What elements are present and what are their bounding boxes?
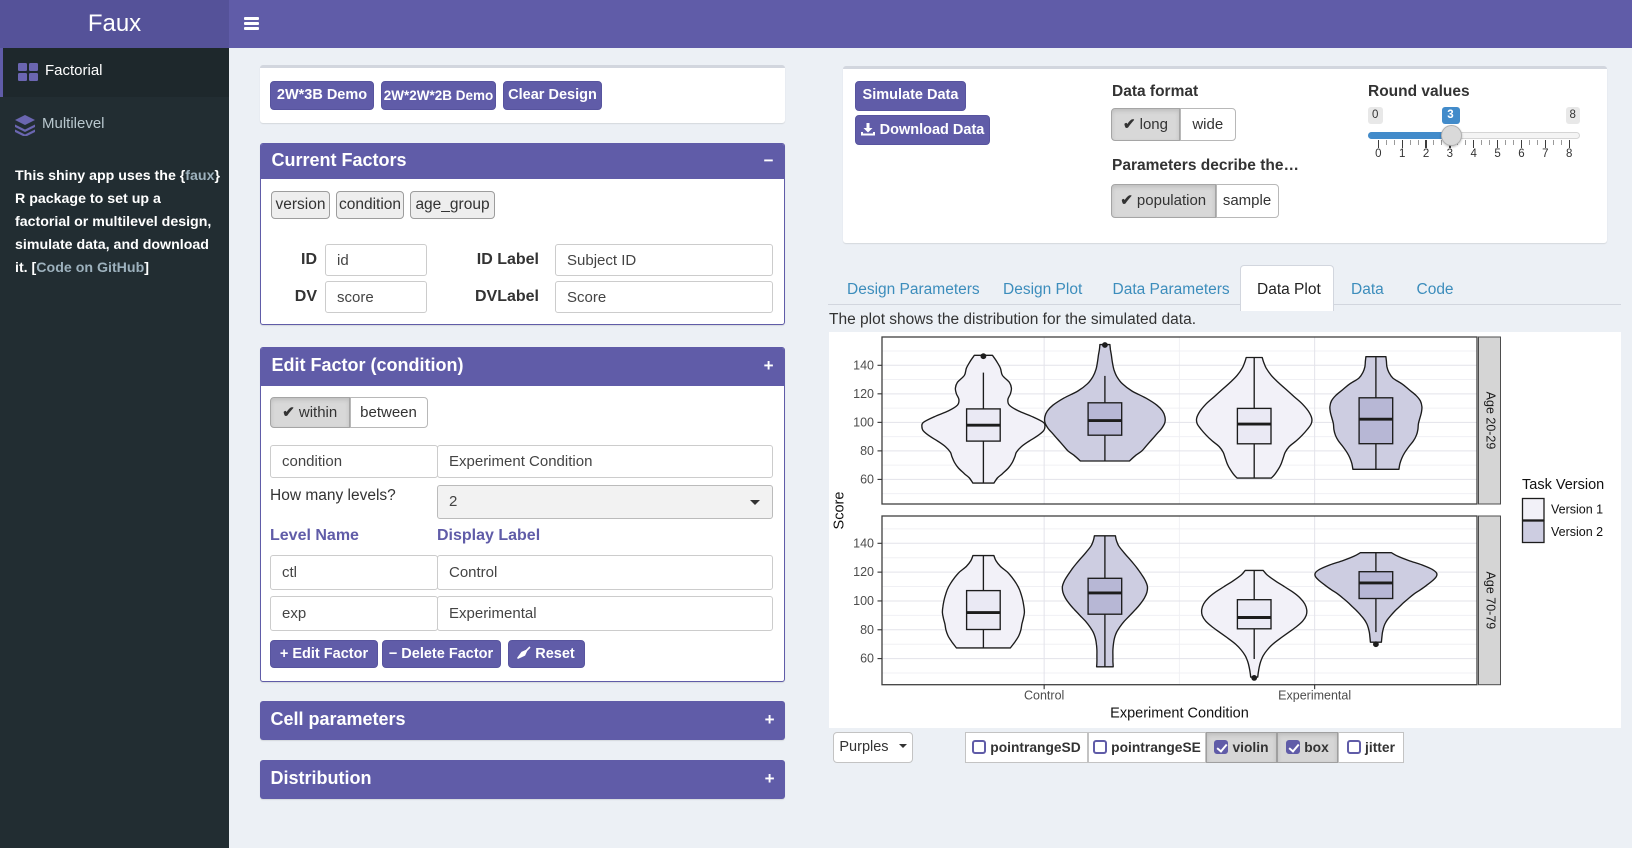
svg-text:Version 2: Version 2: [1551, 525, 1603, 539]
svg-text:100: 100: [853, 415, 874, 429]
svg-text:120: 120: [853, 387, 874, 401]
svg-text:80: 80: [860, 444, 874, 458]
svg-text:60: 60: [860, 652, 874, 666]
svg-text:140: 140: [853, 536, 874, 550]
svg-text:Age 20-29: Age 20-29: [1484, 392, 1498, 450]
svg-text:Age 70-79: Age 70-79: [1484, 572, 1498, 630]
svg-text:120: 120: [853, 565, 874, 579]
svg-text:Task Version: Task Version: [1522, 477, 1604, 493]
svg-text:80: 80: [860, 623, 874, 637]
svg-text:60: 60: [860, 472, 874, 486]
svg-text:100: 100: [853, 594, 874, 608]
svg-text:Version 1: Version 1: [1551, 503, 1603, 517]
svg-text:Experiment Condition: Experiment Condition: [1110, 706, 1249, 722]
svg-text:140: 140: [853, 358, 874, 372]
svg-text:Score: Score: [832, 492, 848, 530]
svg-text:Experimental: Experimental: [1278, 689, 1351, 703]
svg-text:Control: Control: [1024, 689, 1064, 703]
